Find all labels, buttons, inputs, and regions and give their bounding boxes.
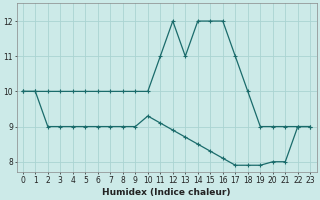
X-axis label: Humidex (Indice chaleur): Humidex (Indice chaleur) xyxy=(102,188,231,197)
